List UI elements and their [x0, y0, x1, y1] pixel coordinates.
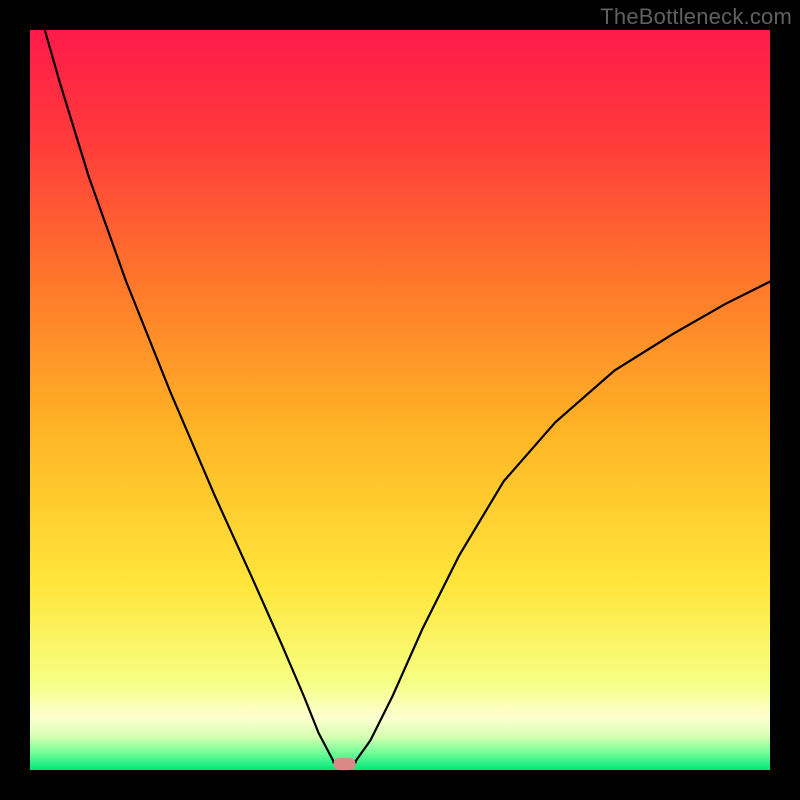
chart-container: { "meta": { "watermark_text": "TheBottle… [0, 0, 800, 800]
chart-background [30, 30, 770, 770]
bottleneck-chart [0, 0, 800, 800]
optimal-point-marker [334, 758, 356, 770]
watermark-text: TheBottleneck.com [600, 4, 792, 30]
